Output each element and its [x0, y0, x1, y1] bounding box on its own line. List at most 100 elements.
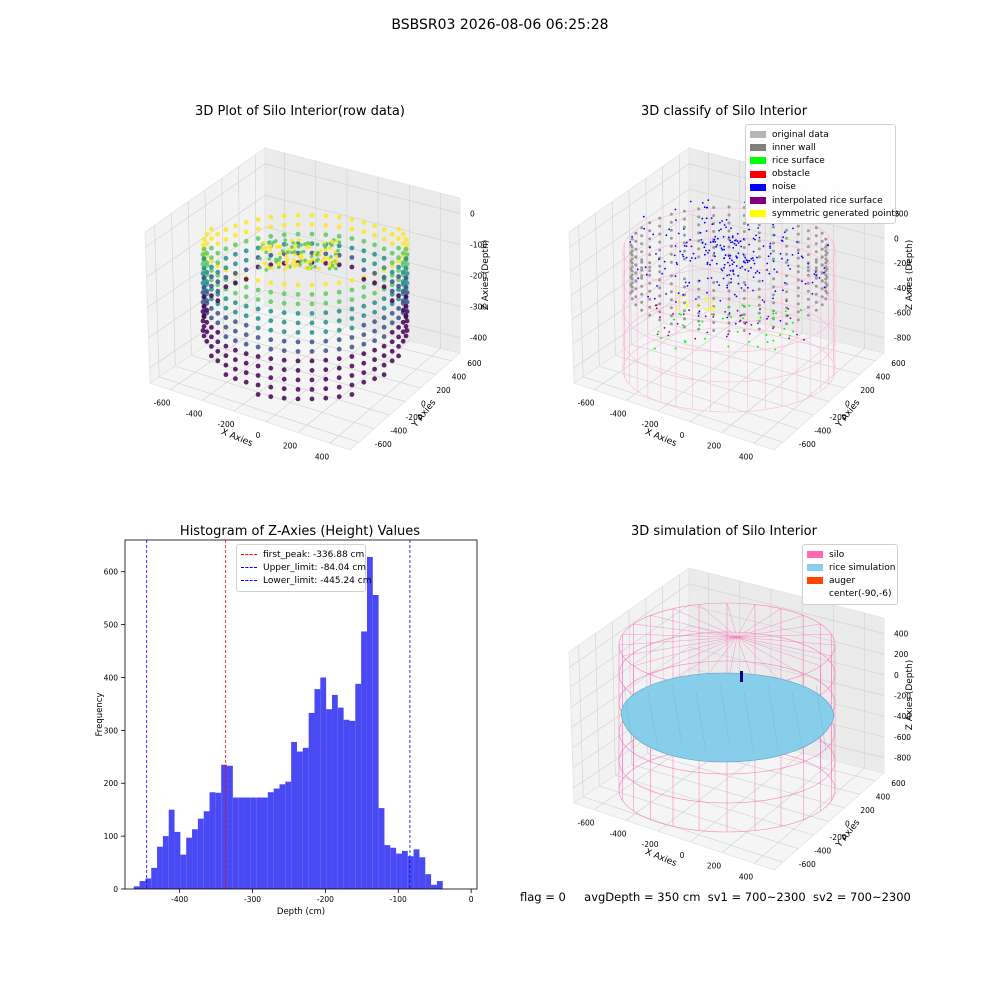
raw-data-point: [223, 353, 229, 359]
mesh-line: [791, 691, 803, 745]
noise-point: [748, 228, 750, 231]
y-gridline: [631, 764, 830, 822]
raw-data-point: [274, 259, 279, 264]
rice-simulation-surface: [620, 672, 835, 763]
noise-point: [748, 243, 750, 246]
raw-data-point: [404, 299, 410, 305]
raw-data-point: [295, 292, 301, 297]
raw-data-point: [215, 348, 221, 354]
inner-wall-point: [727, 321, 731, 325]
histogram-bar: [390, 847, 397, 889]
inner-wall-point: [712, 214, 716, 217]
noise-point: [698, 310, 701, 313]
noise-point: [719, 299, 722, 302]
raw-data-3d-plot: -600-400-2000200400-600-400-200020040060…: [144, 147, 491, 460]
inner-wall-point: [814, 300, 818, 304]
raw-data-point: [268, 233, 274, 239]
raw-data-point: [323, 213, 329, 219]
raw-data-point: [281, 310, 287, 316]
noise-point: [710, 277, 713, 279]
raw-data-point: [322, 243, 327, 247]
noise-point: [722, 235, 725, 238]
inner-wall-point: [814, 260, 818, 264]
rice-surface-point: [701, 320, 704, 323]
histogram-bar: [314, 689, 321, 889]
raw-data-point: [223, 236, 229, 242]
z-gridline: [569, 583, 885, 668]
inner-wall-point: [683, 249, 686, 253]
x-axis-label: X Axies: [643, 847, 678, 869]
raw-data-point: [404, 271, 410, 276]
noise-point: [769, 252, 772, 255]
legend-label: silo: [829, 549, 845, 560]
noise-point: [723, 257, 726, 259]
raw-data-points: [200, 212, 410, 402]
classified-points: [622, 199, 836, 413]
interpolated-point: [725, 335, 728, 338]
y-tick-label: 600: [467, 359, 482, 368]
noise-point: [726, 274, 728, 277]
symmetric-point: [681, 295, 684, 298]
raw-data-point: [323, 260, 329, 266]
raw-data-point: [361, 257, 367, 263]
histogram-bar: [244, 797, 251, 889]
raw-data-point: [396, 255, 401, 260]
inner-wall-point: [806, 237, 810, 241]
y-tick-label: 500: [104, 621, 119, 630]
inner-wall-point: [669, 306, 673, 310]
raw-data-point: [255, 278, 261, 283]
raw-data-point: [233, 338, 238, 344]
raw-data-point: [396, 287, 401, 292]
raw-data-point: [389, 260, 395, 266]
inner-wall-point: [742, 305, 746, 308]
rice-surface-point: [756, 345, 759, 348]
interpolated-point: [656, 333, 659, 336]
raw-data-point: [243, 379, 249, 385]
silo-roof-wire: [622, 633, 738, 638]
raw-data-point: [400, 269, 406, 275]
raw-data-point: [309, 259, 313, 264]
legend-swatch: [750, 170, 766, 178]
rice-surface-point: [791, 321, 794, 324]
inner-wall-point: [669, 314, 673, 318]
legend-item: noise: [750, 181, 891, 194]
raw-data-point: [243, 294, 249, 300]
rice-surface-point: [748, 304, 751, 307]
noise-point: [720, 268, 723, 271]
mesh-line: [743, 691, 755, 755]
inner-wall-point: [669, 322, 673, 326]
inner-wall-point: [785, 322, 789, 326]
inner-wall-point: [640, 292, 644, 296]
interpolated-point: [761, 299, 764, 301]
inner-wall-point: [669, 236, 673, 240]
y-tick-label: 0: [845, 400, 850, 409]
y-gridline: [159, 376, 359, 443]
raw-data-point: [349, 316, 355, 321]
histogram-bar: [209, 792, 216, 889]
histogram-bar: [396, 853, 402, 889]
y-gridline: [631, 344, 830, 402]
inner-wall-point: [820, 295, 824, 299]
y-tick-label: 600: [891, 779, 906, 788]
inner-wall-point: [785, 260, 789, 264]
raw-data-point: [372, 338, 377, 344]
y-tick-label: -400: [390, 427, 407, 436]
raw-data-point: [295, 262, 300, 266]
y-tick-label: 200: [860, 806, 875, 815]
legend-swatch: [807, 591, 823, 598]
noise-point: [649, 246, 651, 249]
noise-point: [751, 257, 754, 259]
legend-label: symmetric generated points: [772, 208, 900, 219]
raw-data-point: [209, 293, 214, 298]
raw-data-point: [201, 294, 207, 299]
noise-point: [700, 239, 703, 241]
rice-surface-point: [799, 309, 802, 312]
noise-point: [729, 239, 731, 242]
inner-wall-point: [785, 298, 789, 302]
interpolated-point: [757, 322, 759, 325]
inner-wall-point: [806, 265, 810, 269]
noise-point: [709, 263, 711, 266]
raw-data-point: [334, 266, 338, 271]
raw-data-point: [396, 283, 401, 289]
inner-wall-point: [806, 313, 810, 317]
